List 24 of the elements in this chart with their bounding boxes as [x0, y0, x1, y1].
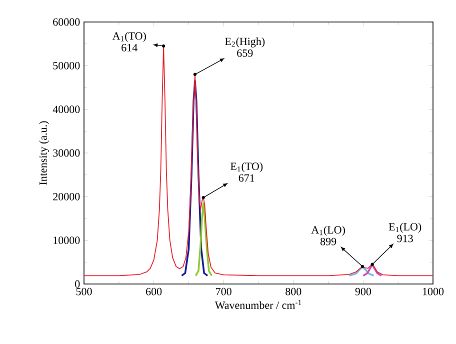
annotation: A$_{1}$(LO) 899: [311, 226, 345, 246]
line-series: [348, 266, 375, 277]
x-tick-label: 500: [76, 288, 92, 296]
x-tick-label: 600: [146, 288, 162, 296]
y-tick-label: 20000: [53, 192, 80, 200]
x-tick-label: 900: [355, 288, 372, 296]
x-tick-label: 800: [286, 288, 302, 296]
line-series: [362, 264, 382, 277]
line-series: [180, 80, 208, 277]
y-tick-label: 10000: [54, 236, 80, 244]
y-tick-label: 40000: [52, 106, 80, 114]
annotation: E$_{1}$(LO) 913: [388, 222, 422, 242]
annotation: E$_{1}$(TO) 671: [230, 162, 263, 182]
y-tick-label: 60000: [53, 18, 80, 26]
y-axis-title: Intensity (a.u.): [39, 121, 50, 185]
y-tick-label: 30000: [53, 149, 80, 157]
annotation: E$_{2}$(High) 659: [225, 37, 265, 57]
x-tick-label: 700: [216, 288, 232, 296]
line-series: [194, 202, 213, 277]
y-tick-label: 0: [75, 280, 80, 288]
x-axis-title: Wavenumber / cm$^{-1}$: [214, 300, 302, 310]
x-tick-label: 1000: [422, 288, 444, 296]
y-tick-label: 50000: [53, 62, 80, 70]
annotation: A$_{1}$(TO) 614: [112, 32, 146, 52]
